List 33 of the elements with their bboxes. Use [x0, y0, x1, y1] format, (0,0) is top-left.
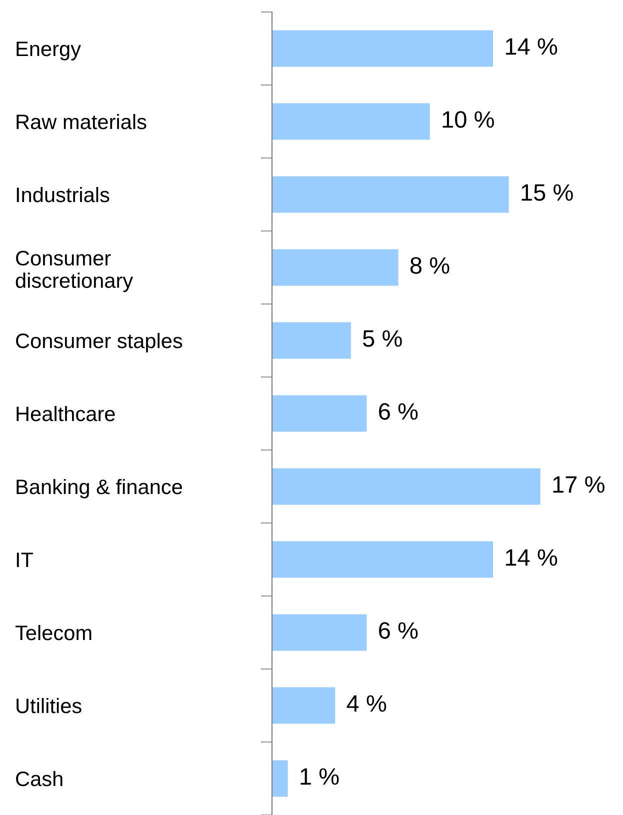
data-label: 6 %	[379, 622, 418, 639]
bar	[272, 468, 540, 505]
y-tick-label: Banking & finance	[16, 478, 182, 498]
y-tick-label: Consumer discretionary	[16, 250, 134, 292]
data-label: 14 %	[506, 38, 558, 55]
y-tick-label: Utilities	[16, 698, 82, 714]
data-label: 17 %	[553, 476, 604, 493]
data-label: 1 %	[300, 768, 339, 785]
y-tick-label: Raw materials	[16, 114, 146, 130]
bar	[272, 541, 494, 578]
bar	[272, 760, 288, 797]
bar	[272, 614, 367, 651]
data-label: 5 %	[362, 330, 402, 347]
y-tick-label: Cash	[16, 770, 62, 786]
bar	[272, 687, 336, 724]
data-label: 14 %	[506, 549, 558, 566]
bar	[272, 249, 398, 286]
data-label: 6 %	[379, 403, 418, 420]
data-label: 15 %	[522, 184, 573, 201]
bar	[272, 395, 367, 432]
data-label: 10 %	[442, 111, 494, 128]
y-tick-label: Telecom	[15, 624, 92, 640]
y-tick-label: Energy	[16, 42, 81, 60]
bar	[272, 30, 494, 67]
bar	[272, 322, 351, 359]
bar	[272, 176, 509, 213]
y-tick-label: Consumer staples	[16, 332, 182, 352]
y-tick-label: Healthcare	[16, 406, 115, 422]
data-label: 8 %	[410, 257, 450, 274]
data-label: 4 %	[346, 695, 386, 712]
bar	[272, 103, 430, 140]
y-tick-label: IT	[16, 552, 34, 568]
y-tick-label: Industrials	[16, 186, 110, 202]
